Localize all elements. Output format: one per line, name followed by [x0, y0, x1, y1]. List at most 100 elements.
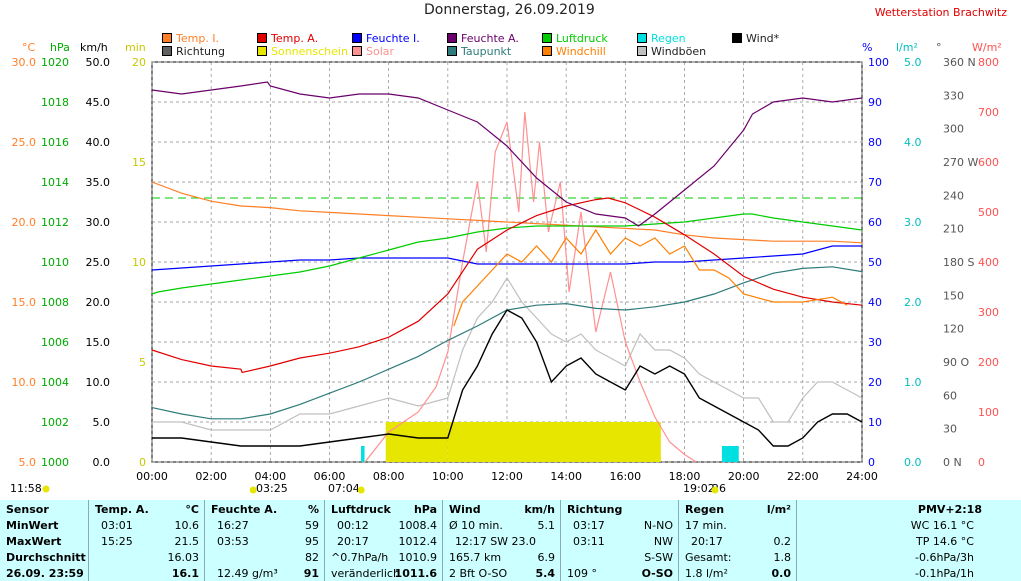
legend-label: Feuchte I. — [366, 32, 420, 45]
y-tick-label-temp: 20.0 — [12, 216, 37, 229]
feuchte-abs: 12.49 g/m³ — [217, 567, 278, 580]
stats-table: Sensor MinWert MaxWert Durchschnitt 26.0… — [0, 500, 1021, 581]
druck-unit: hPa — [413, 503, 437, 516]
y-tick-label-press: 1008 — [41, 296, 69, 309]
legend-label: Windchill — [556, 45, 606, 58]
richtung-deg: 109 ° — [567, 567, 597, 580]
col-pmv: PMV+2:18 WC 16.1 °C TP 14.6 °C -0.6hPa/3… — [796, 500, 1021, 581]
feuchte-min-time: 16:27 — [217, 519, 249, 532]
sunshine-block — [447, 422, 661, 462]
richtung-max-time: 03:11 — [573, 535, 605, 548]
y-tick-label-press: 1004 — [41, 376, 69, 389]
y-tick-label-temp: 5.0 — [19, 456, 37, 469]
time-note: 19:02 — [683, 482, 715, 495]
time-note: 11:58 — [10, 482, 42, 495]
weather-chart: 00:00 02:00 04:00 06:00 08:00 10:00 12:00 14:00… — [10, 56, 999, 495]
col-wind: Wind km/h Ø 10 min. 5.1 12:17 SW 23.0 16… — [442, 500, 561, 581]
unit-percent: % — [862, 41, 873, 54]
wind-avg-val: 6.9 — [537, 551, 556, 564]
regen-sum: 1.8 l/m² — [685, 567, 728, 580]
wind-now-val: 5.4 — [535, 567, 556, 580]
temp-avg-val: 16.03 — [167, 551, 200, 564]
legend-item: Feuchte I. — [352, 32, 420, 45]
y-tick-label-percent: 30 — [868, 336, 882, 349]
richtung-min-val: N-NO — [643, 519, 673, 532]
legend-label: Richtung — [176, 45, 225, 58]
y-tick-label-deg: 120 — [943, 323, 964, 336]
y-tick-label-press: 1000 — [41, 456, 69, 469]
y-tick-label-solar: 800 — [978, 56, 999, 69]
x-tick-label: 20:00 — [728, 470, 760, 483]
pmv-trend1: -0.1hPa/1h — [915, 567, 974, 580]
y-tick-label-percent: 80 — [868, 136, 882, 149]
y-tick-label-percent: 70 — [868, 176, 882, 189]
sunshine-block — [385, 422, 448, 462]
temp-unit: °C — [185, 503, 199, 516]
legend-label: Temp. I. — [176, 32, 220, 45]
legend-item: Sonnenschein — [257, 45, 348, 58]
y-tick-label-solar: 100 — [978, 406, 999, 419]
sun-marker — [711, 486, 719, 494]
y-tick-label-wind: 35.0 — [86, 176, 111, 189]
row-label-max: MaxWert — [6, 535, 62, 548]
x-tick-label: 02:00 — [195, 470, 227, 483]
regen-head: Regen — [685, 503, 725, 516]
pmv-trend3: -0.6hPa/3h — [915, 551, 974, 564]
legend-label: Solar — [366, 45, 395, 58]
richtung-now-val: O-SO — [641, 567, 673, 580]
y-tick-label-rain: 0.0 — [904, 456, 922, 469]
y-tick-label-min: 5 — [139, 356, 146, 369]
temp-now-val: 16.1 — [171, 567, 199, 580]
y-tick-label-percent: 40 — [868, 296, 882, 309]
x-tick-label: 10:00 — [432, 470, 464, 483]
sun-marker — [42, 485, 50, 493]
col-richtung: Richtung 03:17 N-NO 03:11 NW S-SW 109 ° … — [560, 500, 679, 581]
druck-head: Luftdruck — [331, 503, 391, 516]
y-tick-label-percent: 10 — [868, 416, 882, 429]
y-tick-label-rain: 2.0 — [904, 296, 922, 309]
x-tick-label: 22:00 — [787, 470, 819, 483]
y-tick-label-solar: 400 — [978, 256, 999, 269]
col-sensor: Sensor MinWert MaxWert Durchschnitt 26.0… — [0, 500, 88, 581]
unit-min: min — [125, 41, 146, 54]
y-tick-label-wind: 5.0 — [93, 416, 111, 429]
legend-label: Regen — [651, 32, 686, 45]
unit-press: hPa — [50, 41, 70, 54]
y-tick-label-rain: 4.0 — [904, 136, 922, 149]
wind-avg10-val: 5.1 — [537, 519, 556, 532]
x-tick-label: 16:00 — [609, 470, 641, 483]
richtung-max-val: NW — [653, 535, 673, 548]
sun-marker — [249, 486, 257, 494]
unit-rain: l/m² — [896, 41, 918, 54]
y-tick-label-press: 1014 — [41, 176, 69, 189]
series-line — [364, 111, 697, 463]
pmv-head: PMV+2:18 — [917, 503, 982, 516]
y-tick-label-temp: 15.0 — [12, 296, 37, 309]
legend-swatch — [542, 33, 552, 43]
y-tick-label-deg: 60 — [943, 389, 957, 402]
druck-forecast: veränderlich — [331, 567, 400, 580]
regen-total-label: Gesamt: — [685, 551, 732, 564]
legend-swatch — [352, 33, 362, 43]
y-tick-label-percent: 60 — [868, 216, 882, 229]
y-tick-label-solar: 500 — [978, 206, 999, 219]
y-tick-label-press: 1002 — [41, 416, 69, 429]
chart-title: Donnerstag, 26.09.2019 — [424, 2, 595, 18]
legend-swatch — [542, 46, 552, 56]
y-tick-label-deg: 90 O — [943, 356, 969, 369]
row-label-now: 26.09. 23:59 — [6, 567, 84, 580]
legend-label: Luftdruck — [556, 32, 608, 45]
y-tick-label-rain: 3.0 — [904, 216, 922, 229]
feuchte-max-time: 03:53 — [217, 535, 249, 548]
y-tick-label-press: 1016 — [41, 136, 69, 149]
feuchte-avg-val: 82 — [305, 551, 319, 564]
series-line — [151, 181, 863, 244]
sun-marker — [357, 486, 365, 494]
wind-bft: 2 Bft O-SO — [449, 567, 508, 580]
x-tick-label: 12:00 — [491, 470, 523, 483]
legend-item: Temp. I. — [162, 32, 219, 45]
legend-swatch — [637, 33, 647, 43]
legend-label: Taupunkt — [461, 45, 512, 58]
temp-max-val: 21.5 — [174, 535, 200, 548]
row-label-avg: Durchschnitt — [6, 551, 86, 564]
